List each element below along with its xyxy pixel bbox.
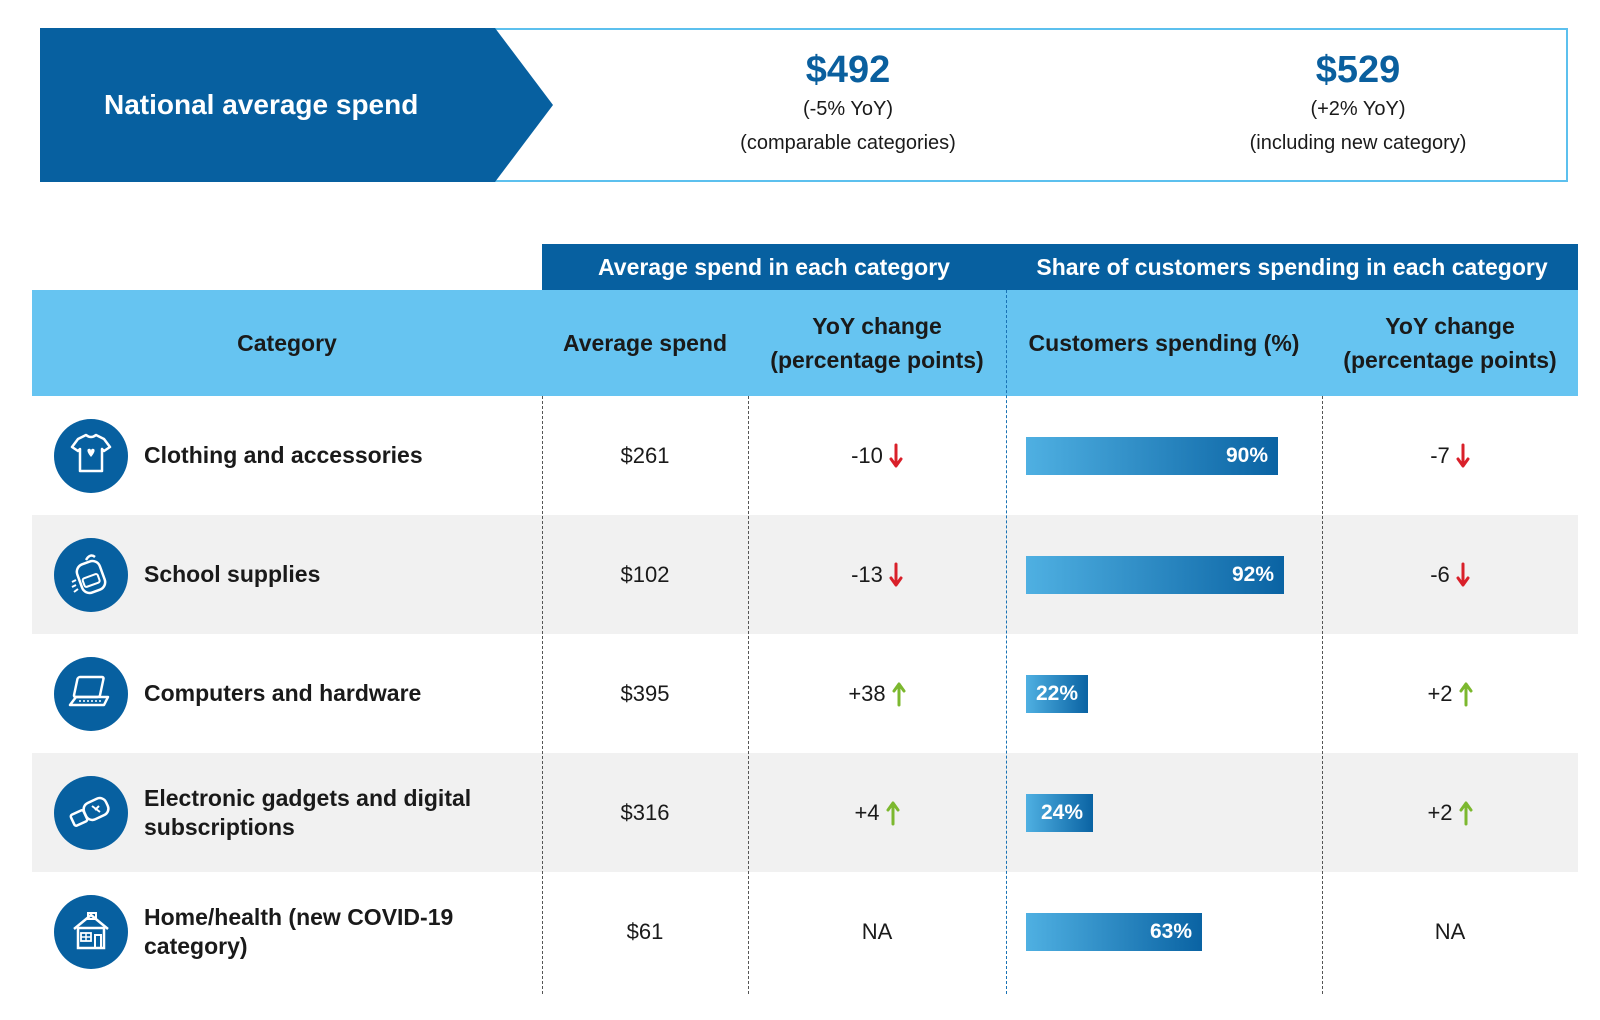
table-row: Computers and hardware $395 +38 22% +2	[32, 634, 1578, 753]
backpack-icon	[54, 537, 128, 612]
customers-spending-cell: 90%	[1026, 396, 1342, 515]
banner-title: National average spend	[104, 89, 419, 120]
category-label: Clothing and accessories	[144, 442, 423, 468]
stat-yoy: (-5% YoY)	[802, 98, 894, 120]
bar-data-label: 63%	[1149, 919, 1192, 943]
category-icon-cell	[54, 396, 128, 515]
average-spend-yoy: +4	[748, 753, 1006, 872]
stat-value: $529	[1315, 49, 1401, 91]
arrow-up-icon	[892, 682, 906, 706]
customers-spending-cell: 22%	[1026, 634, 1342, 753]
average-spend-yoy: +38	[748, 634, 1006, 753]
arrow-up-icon	[1459, 682, 1473, 706]
arrow-down-icon	[1456, 562, 1470, 586]
group-header-share-customers: Share of customers spending in each cate…	[1006, 244, 1578, 290]
share-yoy: +2	[1322, 634, 1578, 753]
arrow-up-icon	[886, 801, 900, 825]
category-label: Electronic gadgets and digital subscript…	[144, 784, 472, 840]
average-spend-value: $61	[626, 918, 664, 944]
average-spend-value: $316	[620, 799, 670, 825]
bar-data-label: 92%	[1231, 562, 1274, 586]
share-yoy: -7	[1322, 396, 1578, 515]
column-header-customers-spending: Customers spending (%)	[1028, 330, 1300, 356]
arrow-down-icon	[889, 443, 903, 467]
arrow-up-icon	[1459, 801, 1473, 825]
section-divider	[1006, 290, 1007, 994]
category-label: Home/health (new COVID-19 category)	[144, 903, 454, 959]
category-icon-cell	[54, 753, 128, 872]
stat-comparable: $492 (-5% YoY) (comparable categories)	[688, 30, 1008, 160]
average-spend-yoy: -10	[748, 396, 1006, 515]
column-header-yoy-spend: YoY change (percentage points)	[770, 313, 984, 373]
column-header-bar	[32, 290, 1578, 396]
category-label: School supplies	[144, 561, 321, 587]
usb-drive-icon	[54, 775, 128, 850]
laptop-icon	[54, 656, 128, 731]
customers-spending-cell: 24%	[1026, 753, 1342, 872]
column-header-average-spend: Average spend	[562, 330, 728, 356]
bar-data-label: 90%	[1225, 443, 1268, 467]
stat-yoy: (+2% YoY)	[1310, 98, 1406, 120]
customers-spending-bar: 90%	[1026, 436, 1278, 475]
customers-spending-bar: 22%	[1026, 674, 1088, 713]
average-spend-value: $102	[620, 561, 670, 587]
t-shirt-icon	[54, 418, 128, 493]
share-yoy: +2	[1322, 753, 1578, 872]
average-spend-value: $261	[620, 442, 670, 468]
share-yoy: NA	[1434, 918, 1466, 944]
share-yoy: -6	[1322, 515, 1578, 634]
stat-note: (comparable categories)	[740, 132, 956, 154]
national-average-banner: National average spend $492 (-5% YoY) (c…	[40, 28, 1568, 182]
bar-data-label: 22%	[1035, 681, 1078, 705]
banner-arrow-shape	[40, 28, 553, 182]
average-spend-yoy: NA	[861, 918, 893, 944]
customers-spending-bar: 63%	[1026, 912, 1202, 951]
category-icon-cell	[54, 634, 128, 753]
stat-note: (including new category)	[1249, 132, 1467, 154]
table-row: Home/health (new COVID-19 category) $61 NA…	[32, 872, 1578, 991]
category-icon-cell	[54, 515, 128, 634]
average-spend-value: $395	[620, 680, 670, 706]
column-divider	[542, 396, 543, 994]
column-header-category: Category	[237, 330, 337, 356]
stat-including-new: $529 (+2% YoY) (including new category)	[1198, 30, 1518, 160]
column-header-yoy-share: YoY change (percentage points)	[1343, 313, 1557, 373]
category-label: Computers and hardware	[144, 680, 422, 706]
bar-data-label: 24%	[1040, 800, 1083, 824]
customers-spending-cell: 92%	[1026, 515, 1342, 634]
arrow-down-icon	[889, 562, 903, 586]
customers-spending-bar: 92%	[1026, 555, 1284, 594]
house-icon	[54, 894, 128, 969]
stat-value: $492	[805, 49, 891, 91]
table-row: Clothing and accessories $261 -10 90% -7	[32, 396, 1578, 515]
group-header-average-spend: Average spend in each category	[542, 244, 1006, 290]
arrow-down-icon	[1456, 443, 1470, 467]
table-row: School supplies $102 -13 92% -6	[32, 515, 1578, 634]
average-spend-yoy: -13	[748, 515, 1006, 634]
customers-spending-cell: 63%	[1026, 872, 1342, 991]
category-icon-cell	[54, 872, 128, 991]
column-divider	[748, 396, 749, 994]
customers-spending-bar: 24%	[1026, 793, 1093, 832]
table-row: Electronic gadgets and digital subscript…	[32, 753, 1578, 872]
column-divider	[1322, 396, 1323, 994]
